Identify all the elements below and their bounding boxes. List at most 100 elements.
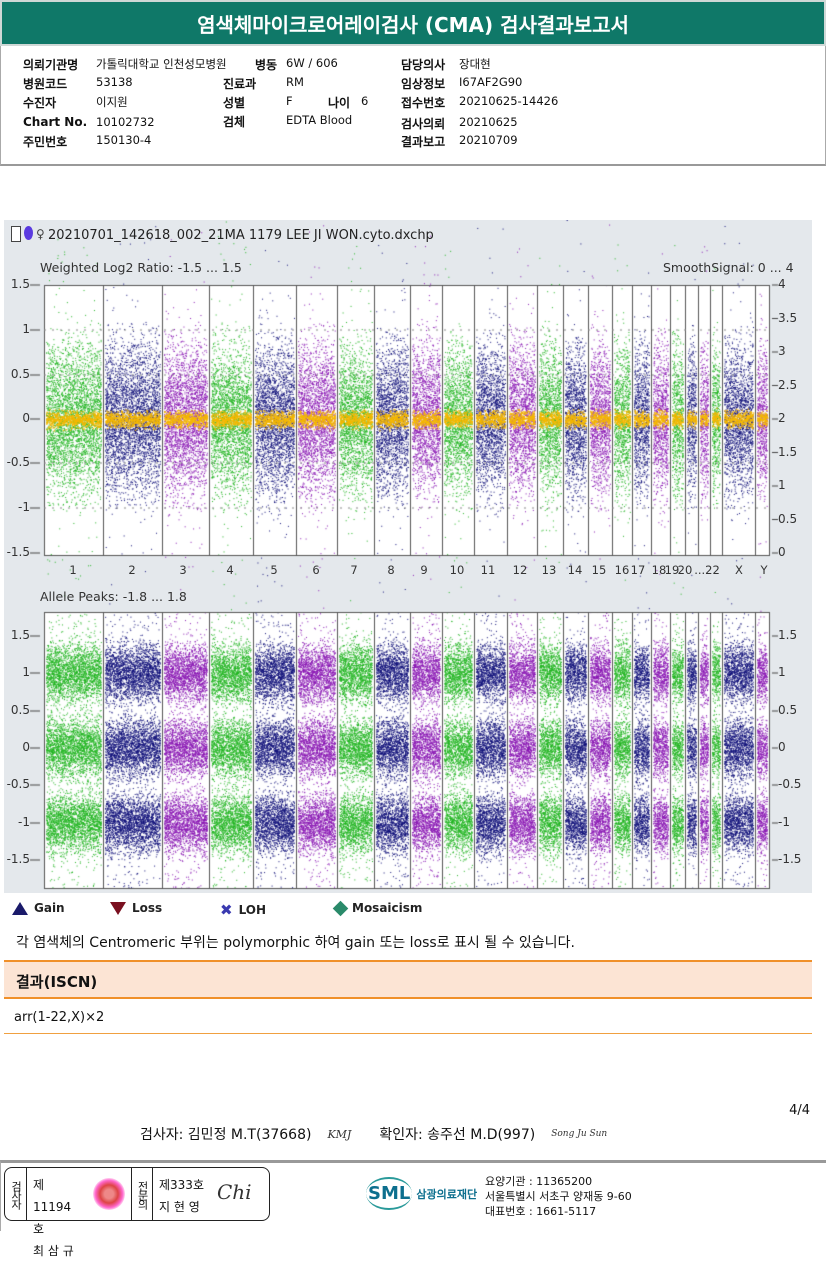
top-plot-title: Weighted Log2 Ratio: -1.5 ... 1.5 — [40, 260, 242, 275]
stamp-name: 최 삼 규 — [33, 1244, 74, 1258]
y-tick-right: -1 — [778, 815, 790, 829]
diamond-icon — [332, 900, 349, 916]
sex-value: F — [286, 94, 293, 108]
y-tick-right: 1.5 — [778, 628, 798, 642]
stamp-name: 지 현 영 — [159, 1200, 200, 1214]
y-tick-right: 2.5 — [778, 377, 798, 392]
org-phone: 대표번호 : 1661-5117 — [485, 1205, 597, 1218]
institution-label: 의뢰기관명 — [23, 58, 79, 72]
female-icon: ♀ — [36, 227, 45, 241]
report-date-value: 20210709 — [459, 133, 518, 147]
result-header: 결과(ISCN) — [4, 960, 812, 999]
chromosome-label: 15 — [591, 563, 607, 577]
y-tick-right: 0.5 — [778, 703, 798, 717]
triangle-down-icon — [110, 901, 126, 915]
chromosome-label: 20 — [677, 563, 693, 577]
chromosome-label: 18 — [651, 563, 667, 577]
legend-label: Gain — [34, 901, 65, 915]
report-date-label: 결과보고 — [401, 135, 446, 149]
receipt-value: 20210625-14426 — [459, 94, 559, 108]
y-tick-left: 1.5 — [10, 628, 30, 642]
patient-info-panel: 의뢰기관명 가톨릭대학교 인천성모병원 병동 6W / 606 담당의사 장대현… — [0, 46, 826, 166]
chromosome-label: 9 — [420, 563, 428, 577]
y-tick-right: 1 — [778, 665, 786, 679]
request-value: 20210625 — [459, 115, 518, 129]
chromosome-label: 12 — [512, 563, 528, 577]
chromosome-label: 7 — [350, 563, 358, 577]
org-contact: 요양기관 : 11365200 서울특별시 서초구 양재동 9-60 대표번호 … — [485, 1174, 632, 1219]
patient-label: 수진자 — [23, 96, 57, 110]
chromosome-label: 10 — [449, 563, 465, 577]
chart-filename: 20210701_142618_002_21MA 1179 LEE JI WON… — [48, 228, 434, 243]
age-label: 나이 — [328, 96, 351, 110]
chromosome-label: 5 — [270, 563, 278, 577]
id-label: 주민번호 — [23, 135, 68, 149]
y-tick-right: 4 — [778, 277, 786, 291]
tester-signature: KMJ — [327, 1127, 352, 1141]
institution-value: 가톨릭대학교 인천성모병원 — [96, 57, 227, 71]
report-title: 염색체마이크로어레이검사 (CMA) 검사결과보고서 — [0, 0, 826, 46]
logo-mark: SML — [366, 1177, 413, 1210]
clinical-value: I67AF2G90 — [459, 75, 523, 89]
loh-icon: ✖ — [220, 901, 233, 919]
receipt-label: 접수번호 — [401, 96, 446, 110]
stamp-role: 전문의 — [131, 1168, 153, 1220]
chromosome-label: 3 — [179, 563, 187, 577]
y-tick-left: -0.5 — [6, 777, 30, 791]
divider — [4, 1033, 812, 1034]
signoff: 검사자: 김민정 M.T(37668) KMJ 확인자: 송주선 M.D(997… — [140, 1124, 607, 1144]
chromosome-label: 16 — [614, 563, 630, 577]
confirmer: 확인자: 송주선 M.D(997) — [379, 1127, 536, 1143]
y-tick-right: 2 — [778, 411, 786, 425]
age-value: 6 — [361, 94, 369, 108]
certification-stamp: 검사자 제11194호 최 삼 규 전문의 제333호 지 현 영 Chi — [4, 1167, 270, 1258]
legend-gain: Gain — [12, 901, 65, 915]
y-tick-right: 3.5 — [778, 310, 798, 325]
cma-scatter-plot — [0, 220, 826, 893]
y-tick-right: -1.5 — [778, 852, 802, 866]
legend-label: Loss — [132, 901, 163, 915]
chromosome-label: 6 — [312, 563, 320, 577]
tester: 검사자: 김민정 M.T(37668) — [140, 1127, 312, 1143]
footer — [0, 1160, 826, 1231]
chromosome-label: 14 — [567, 563, 583, 577]
y-tick-left: 0 — [22, 740, 30, 754]
y-tick-right: 1.5 — [778, 444, 798, 459]
confirmer-signature: Song Ju Sun — [551, 1129, 608, 1139]
stamp-signature: Chi — [217, 1180, 252, 1204]
seal-icon — [93, 1178, 125, 1210]
file-icon — [11, 226, 21, 242]
chromosome-label: 2 — [128, 563, 136, 577]
y-tick-left: -0.5 — [6, 455, 30, 469]
doctor-value: 장대현 — [459, 57, 491, 71]
dept-value: RM — [286, 75, 304, 89]
chromosome-label: 1 — [69, 563, 77, 577]
sex-label: 성별 — [223, 96, 246, 110]
org-code: 요양기관 : 11365200 — [485, 1175, 593, 1188]
request-label: 검사의뢰 — [401, 117, 446, 131]
stamp-number: 제333호 — [159, 1178, 204, 1192]
hospcode-label: 병원코드 — [23, 77, 68, 91]
centromere-note: 각 염색체의 Centromeric 부위는 polymorphic 하여 ga… — [16, 935, 575, 951]
specimen-value: EDTA Blood — [286, 113, 353, 127]
patient-value: 이지원 — [96, 95, 128, 109]
ward-value: 6W / 606 — [286, 56, 338, 70]
legend-mosaicism: Mosaicism — [332, 900, 422, 916]
legend-loss: Loss — [110, 901, 162, 915]
y-tick-left: -1.5 — [6, 852, 30, 866]
specimen-label: 검체 — [223, 115, 246, 129]
chromosome-label: 13 — [541, 563, 557, 577]
y-tick-left: 1.5 — [10, 277, 30, 291]
chromosome-label: 4 — [226, 563, 234, 577]
legend-loh: ✖ LOH — [220, 901, 266, 919]
y-tick-right: 3 — [778, 344, 786, 358]
y-tick-left: -1 — [18, 500, 30, 514]
y-tick-left: 1 — [22, 665, 30, 679]
bottom-plot-title: Allele Peaks: -1.8 ... 1.8 — [40, 589, 187, 604]
y-tick-right: 0 — [778, 545, 786, 559]
stamp-role: 검사자 — [5, 1168, 27, 1220]
y-tick-left: -1.5 — [6, 545, 30, 559]
sml-logo: SML 삼광의료재단 — [366, 1177, 477, 1210]
clinical-label: 임상정보 — [401, 77, 446, 91]
org-address: 서울특별시 서초구 양재동 9-60 — [485, 1190, 632, 1203]
